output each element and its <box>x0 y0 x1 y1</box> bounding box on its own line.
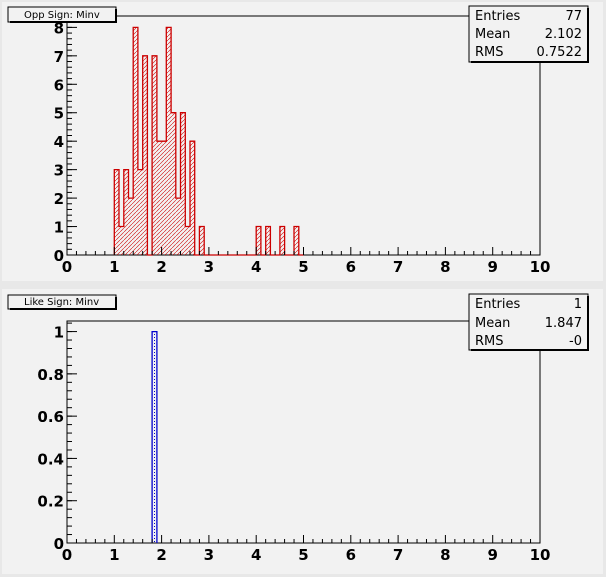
stats-box: Entries 1 Mean 1.847 RMS -0 <box>468 293 589 351</box>
bars-group <box>113 26 304 256</box>
histogram-bar-fill <box>123 169 129 255</box>
stats-mean-value: 1.847 <box>545 316 582 331</box>
x-tick-label: 5 <box>298 546 308 564</box>
x-tick-label: 2 <box>156 546 166 564</box>
axes-group: 0 1 2 3 4 5 6 7 8 9 10 0 1 2 3 4 5 6 7 8 <box>54 15 551 276</box>
bars-group <box>151 330 158 543</box>
x-tick-label: 4 <box>251 546 261 564</box>
histogram-bar-fill <box>128 198 134 255</box>
stats-entries-label: Entries <box>475 9 521 24</box>
histogram-bar-fill <box>142 55 148 256</box>
chart-title: Like Sign: Minv <box>24 297 99 308</box>
histogram-bar-fill <box>156 141 162 255</box>
histogram-bar-fill <box>199 226 205 255</box>
stats-mean-value: 2.102 <box>545 27 582 42</box>
histogram-outline <box>151 330 158 543</box>
y-tick-label: 1 <box>54 324 64 342</box>
x-tick-label: 7 <box>393 546 403 564</box>
y-tick-label: 1 <box>54 219 64 237</box>
x-tick-label: 4 <box>251 258 261 276</box>
x-tick-label: 9 <box>487 258 497 276</box>
histogram-bar-fill <box>161 141 167 255</box>
stats-rms-label: RMS <box>475 45 504 60</box>
x-tick-label: 5 <box>298 258 308 276</box>
histogram-bar-fill <box>152 331 157 543</box>
x-tick-label: 6 <box>346 258 356 276</box>
stats-entries-label: Entries <box>475 297 521 312</box>
pad-like-sign: 0 1 2 3 4 5 6 7 8 9 10 0 0.2 0.4 0.6 0.8 1 Like Sign: Mi… <box>2 289 603 574</box>
x-tick-label: 3 <box>204 258 214 276</box>
y-tick-label: 8 <box>54 19 64 37</box>
histogram-bar-fill <box>279 226 285 255</box>
x-tick-label: 10 <box>530 546 551 564</box>
stats-rms-label: RMS <box>475 334 504 349</box>
y-tick-label: 0.8 <box>37 366 64 384</box>
stats-mean-label: Mean <box>475 316 510 331</box>
y-tick-label: 3 <box>54 162 64 180</box>
stats-entries-value: 77 <box>565 9 582 24</box>
x-tick-label: 6 <box>346 546 356 564</box>
x-tick-label: 7 <box>393 258 403 276</box>
x-tick-label: 8 <box>440 258 450 276</box>
histogram-bar-fill <box>256 226 261 255</box>
histogram-bar-fill <box>180 112 186 255</box>
x-tick-label: 0 <box>62 546 72 564</box>
histogram-bar-fill <box>185 226 190 255</box>
y-tick-label: 0.2 <box>37 493 64 511</box>
histogram-bar-fill <box>294 226 299 255</box>
x-tick-label: 9 <box>487 546 497 564</box>
histogram-bar-fill <box>175 198 181 255</box>
histogram-bar-fill <box>152 55 157 256</box>
stats-rms-value: -0 <box>569 334 582 349</box>
histogram-bar-fill <box>114 169 120 255</box>
y-tick-label: 0 <box>54 535 64 553</box>
x-tick-label: 0 <box>62 258 72 276</box>
x-tick-label: 1 <box>109 546 119 564</box>
y-tick-label: 5 <box>54 105 64 123</box>
title-box: Opp Sign: Minv <box>7 6 117 23</box>
stats-mean-label: Mean <box>475 27 510 42</box>
stats-entries-value: 1 <box>574 297 582 312</box>
chart-title: Opp Sign: Minv <box>24 10 100 21</box>
histogram-bar-fill <box>133 27 138 256</box>
pad-opp-sign: 0 1 2 3 4 5 6 7 8 9 10 0 1 2 3 4 5 6 7 8 Opp Sign: Minv Ent… <box>2 2 603 281</box>
y-tick-label: 6 <box>54 76 64 94</box>
x-tick-label: 3 <box>204 546 214 564</box>
histogram-bar-fill <box>189 141 195 255</box>
x-tick-label: 10 <box>530 258 551 276</box>
y-tick-label: 7 <box>54 48 64 66</box>
y-tick-label: 0.4 <box>37 450 64 468</box>
histogram-outline <box>113 26 304 256</box>
histogram-bar-fill <box>137 169 143 255</box>
histogram-bar-fill <box>265 226 271 255</box>
x-tick-label: 8 <box>440 546 450 564</box>
histogram-bar-fill <box>171 112 176 255</box>
stats-box: Entries 77 Mean 2.102 RMS 0.7522 <box>468 5 589 63</box>
x-tick-label: 1 <box>109 258 119 276</box>
histogram-bar-fill <box>166 27 172 256</box>
y-tick-label: 2 <box>54 190 64 208</box>
y-tick-label: 4 <box>54 133 64 151</box>
stats-rms-value: 0.7522 <box>537 45 583 60</box>
x-tick-label: 2 <box>156 258 166 276</box>
y-tick-label: 0 <box>54 247 64 265</box>
title-box: Like Sign: Minv <box>7 294 117 310</box>
histogram-bar-fill <box>119 226 124 255</box>
y-tick-label: 0.6 <box>37 408 64 426</box>
axes-group: 0 1 2 3 4 5 6 7 8 9 10 0 0.2 0.4 0.6 0.8 1 <box>37 322 551 564</box>
plot-frame <box>66 320 541 544</box>
